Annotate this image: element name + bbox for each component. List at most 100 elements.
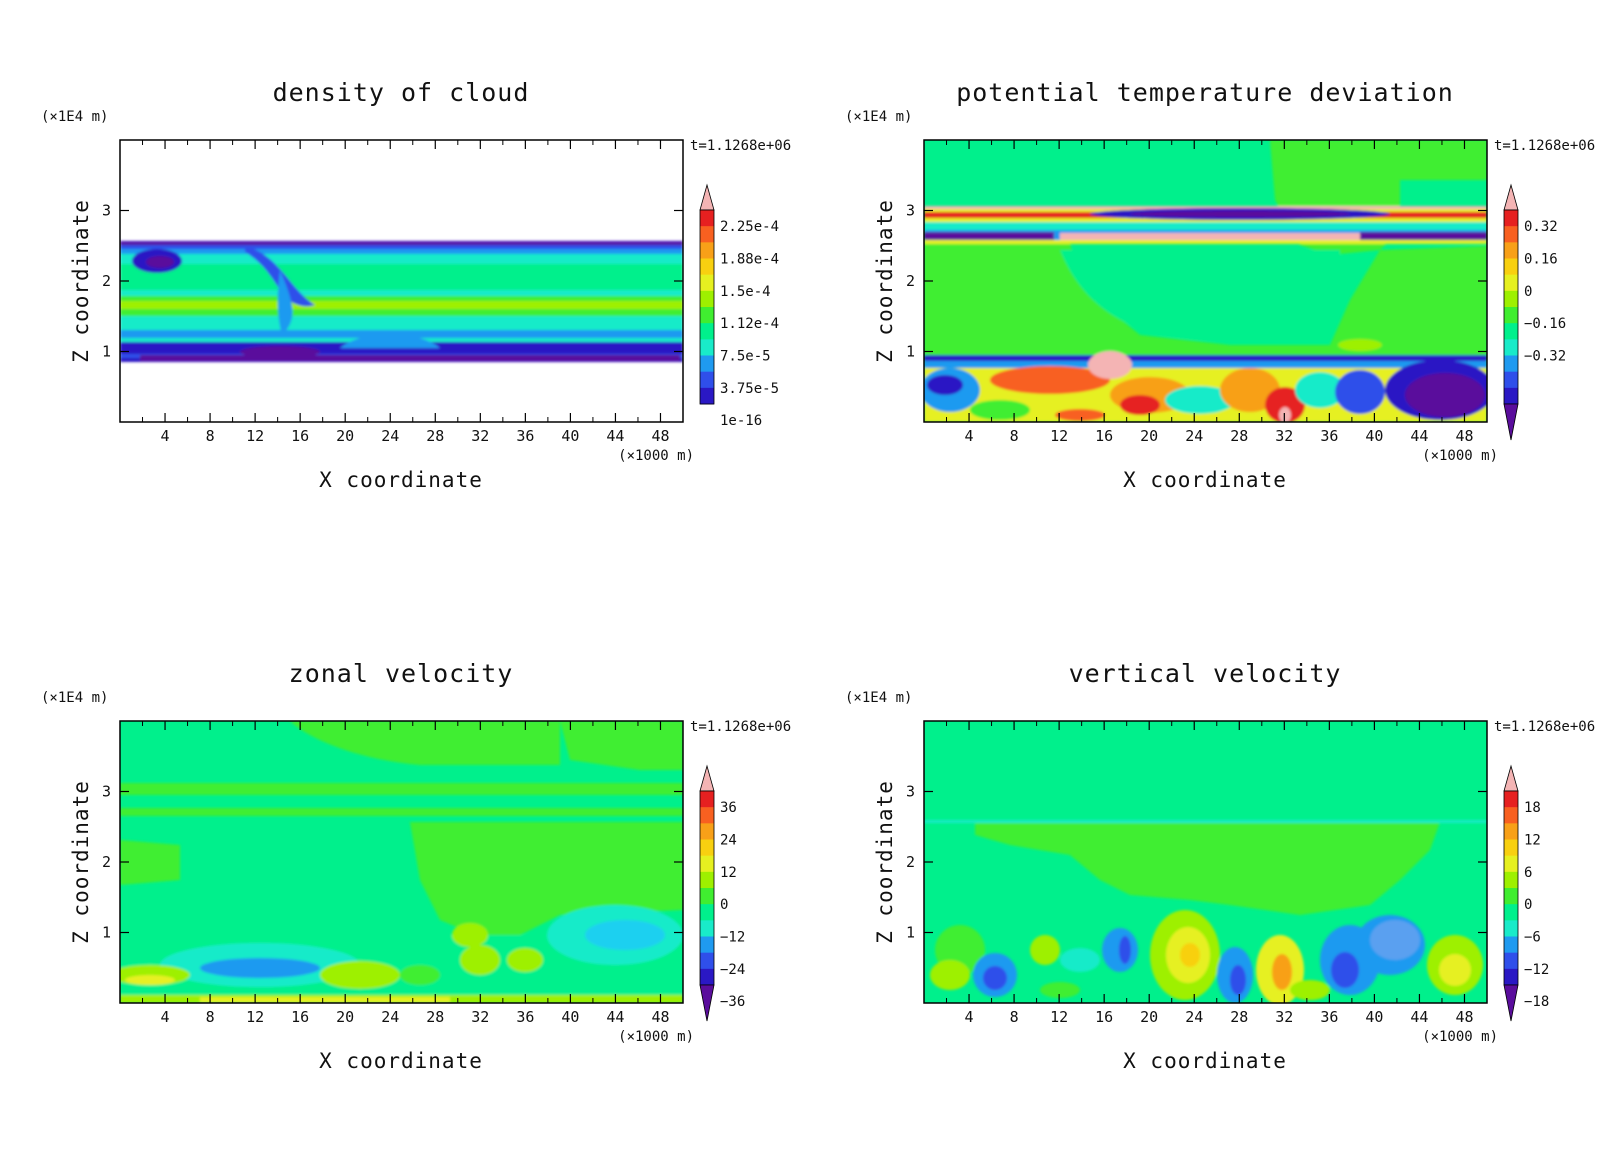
x-axis-title: X coordinate (1123, 468, 1287, 492)
x-tick-label: 40 (561, 1008, 579, 1026)
panel-density-of-cloud: density of cloud (×1E4 m) t=1.1268e+06 (… (41, 78, 791, 492)
x-axis-title: X coordinate (1123, 1049, 1287, 1073)
colorbar-label: 1.88e-4 (720, 252, 779, 268)
colorbar-label: 36 (720, 800, 737, 816)
x-tick-label: 24 (1185, 1008, 1203, 1026)
y-tick-label: 3 (906, 783, 915, 801)
x-ticks: 4 8 12 16 20 24 28 32 36 40 44 48 (946, 140, 1474, 445)
colorbar-frame (699, 209, 715, 405)
colorbar-label: 12 (1524, 833, 1541, 849)
x-tick-label: 12 (246, 1008, 264, 1026)
y-tick-label: 3 (102, 202, 111, 220)
x-tick-label: 24 (381, 427, 399, 445)
x-tick-label: 32 (1275, 1008, 1293, 1026)
colorbar-swatch (1504, 242, 1518, 259)
x-tick-label: 44 (1410, 427, 1428, 445)
y-tick-label: 3 (906, 202, 915, 220)
y-ticks: 1 2 3 (906, 202, 1487, 361)
colorbar-swatch (700, 904, 714, 921)
x-unit-label: (×1000 m) (618, 1029, 694, 1045)
colorbar: 18 12 6 0 −6 −12 −18 (1503, 764, 1549, 1022)
contour-field (924, 721, 1487, 1003)
x-tick-label: 44 (606, 427, 624, 445)
x-tick-label: 28 (1230, 427, 1248, 445)
panel-vertical-velocity: vertical velocity (×1E4 m) t=1.1268e+06 … (845, 659, 1595, 1073)
colorbar-cap-top (699, 183, 715, 211)
colorbar-swatch (700, 791, 714, 808)
colorbar-swatch (700, 274, 714, 292)
y-tick-label: 1 (102, 343, 111, 361)
x-tick-label: 8 (206, 1008, 215, 1026)
colorbar-swatch (700, 210, 714, 227)
x-tick-label: 16 (1095, 1008, 1113, 1026)
colorbar-swatch (700, 371, 714, 389)
y-tick-label: 2 (102, 853, 111, 871)
x-tick-label: 20 (1140, 1008, 1158, 1026)
x-tick-label: 4 (161, 427, 170, 445)
colorbar-swatch (1504, 904, 1518, 921)
x-tick-label: 12 (1050, 427, 1068, 445)
colorbar-swatch (1504, 274, 1518, 292)
colorbar-cap-top (1503, 183, 1519, 211)
colorbar: 36 24 12 0 −12 −24 −36 (699, 764, 745, 1022)
colorbar-swatch (700, 807, 714, 824)
colorbar-swatch (700, 871, 714, 889)
colorbar-label: −12 (720, 930, 745, 946)
colorbar-swatch (700, 307, 714, 324)
panel-title: density of cloud (273, 78, 530, 107)
y-ticks: 1 2 3 (906, 783, 1487, 942)
x-tick-label: 8 (1010, 1008, 1019, 1026)
colorbar-swatch (700, 355, 714, 373)
colorbar-swatch (700, 339, 714, 356)
colorbar-cap-bottom (1503, 984, 1519, 1022)
colorbar-swatch (700, 952, 714, 970)
colorbar-swatch (1504, 323, 1518, 340)
y-axis-title: Z coordinate (873, 780, 897, 944)
x-tick-label: 4 (965, 1008, 974, 1026)
x-ticks: 4 8 12 16 20 24 28 32 36 40 44 48 (142, 140, 670, 445)
x-tick-label: 36 (1320, 1008, 1338, 1026)
x-tick-label: 20 (336, 1008, 354, 1026)
x-tick-label: 12 (1050, 1008, 1068, 1026)
colorbar-swatch (1504, 226, 1518, 243)
colorbar-swatch (1504, 791, 1518, 808)
x-tick-label: 28 (426, 1008, 444, 1026)
x-tick-label: 40 (561, 427, 579, 445)
y-tick-label: 2 (906, 272, 915, 290)
colorbar-label: 12 (720, 865, 737, 881)
colorbar-swatch (1504, 210, 1518, 227)
y-tick-label: 2 (102, 272, 111, 290)
x-tick-label: 4 (965, 427, 974, 445)
colorbar-swatch (1504, 968, 1518, 986)
colorbar-swatch (700, 936, 714, 954)
colorbar-label: 1e-16 (720, 413, 762, 429)
colorbar-label: 7.5e-5 (720, 349, 771, 365)
colorbar-label: 0.32 (1524, 219, 1558, 235)
colorbar-swatch (1504, 823, 1518, 840)
y-axis-title: Z coordinate (69, 780, 93, 944)
colorbar-swatch (700, 968, 714, 986)
colorbar-swatch (1504, 920, 1518, 937)
x-ticks: 4 8 12 16 20 24 28 32 36 40 44 48 (946, 721, 1474, 1026)
x-tick-label: 40 (1365, 427, 1383, 445)
y-unit-label: (×1E4 m) (845, 109, 912, 125)
colorbar-label: 1.5e-4 (720, 284, 771, 300)
x-tick-label: 4 (161, 1008, 170, 1026)
colorbar-swatch (1504, 355, 1518, 373)
x-tick-label: 48 (651, 1008, 669, 1026)
x-tick-label: 48 (1455, 1008, 1473, 1026)
colorbar-label: −12 (1524, 962, 1549, 978)
colorbar-label: 24 (720, 833, 737, 849)
x-unit-label: (×1000 m) (1422, 1029, 1498, 1045)
colorbar-swatch (1504, 258, 1518, 276)
colorbar-cap-bottom (1503, 403, 1519, 441)
y-tick-label: 1 (102, 924, 111, 942)
x-tick-label: 44 (606, 1008, 624, 1026)
colorbar-label: 0 (1524, 897, 1532, 913)
colorbar-swatch (700, 290, 714, 308)
colorbar-swatch (700, 387, 714, 405)
y-tick-label: 2 (906, 853, 915, 871)
colorbar-cap-bottom (699, 984, 715, 1022)
x-tick-label: 24 (381, 1008, 399, 1026)
y-tick-label: 1 (906, 924, 915, 942)
